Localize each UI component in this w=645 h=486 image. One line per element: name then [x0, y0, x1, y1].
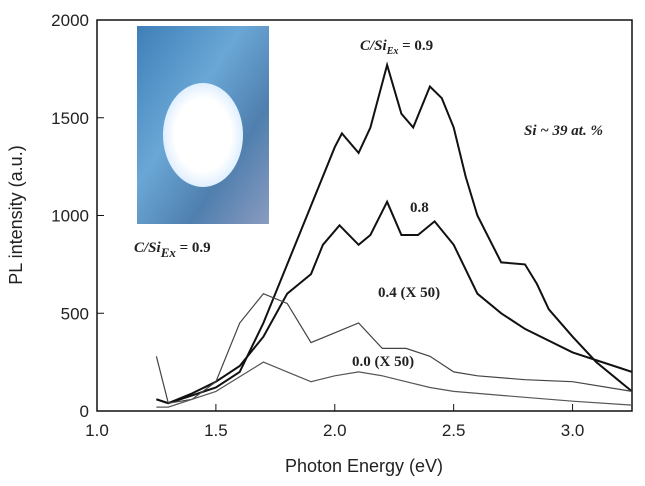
series-line [155, 292, 633, 404]
y-tick-label: 2000 [51, 11, 89, 30]
y-axis-label: PL intensity (a.u.) [6, 145, 26, 284]
series-label: 0.4 (X 50) [378, 285, 440, 301]
series-line [156, 361, 633, 408]
x-tick-label: 1.5 [204, 421, 228, 440]
series-line [156, 61, 633, 405]
series-label: 0.8 [410, 200, 429, 216]
series-label: 0.0 (X 50) [352, 354, 414, 370]
inset-label: C/SiEx = 0.9 [134, 240, 211, 260]
x-tick-label: 3.0 [561, 421, 585, 440]
annotation: Si ~ 39 at. % [524, 123, 603, 139]
y-tick-label: 500 [61, 304, 89, 323]
inset-label-main: C/Si [134, 240, 162, 256]
x-tick-label: 2.0 [323, 421, 347, 440]
y-tick-label: 1000 [51, 207, 89, 226]
y-tick-label: 0 [80, 402, 89, 421]
series-label-tail: = 0.9 [398, 38, 433, 54]
series-label: C/SiEx = 0.9 [360, 38, 433, 57]
inset-label-tail: = 0.9 [176, 240, 211, 256]
series-line [156, 199, 633, 405]
x-tick-label: 1.0 [85, 421, 109, 440]
series-label-main: C/Si [360, 38, 388, 54]
x-axis-label: Photon Energy (eV) [285, 456, 443, 476]
y-tick-label: 1500 [51, 109, 89, 128]
inset-photo [137, 26, 269, 224]
series-label-sub: Ex [386, 46, 399, 57]
x-tick-label: 2.5 [442, 421, 466, 440]
inset-label-sub: Ex [160, 245, 177, 260]
